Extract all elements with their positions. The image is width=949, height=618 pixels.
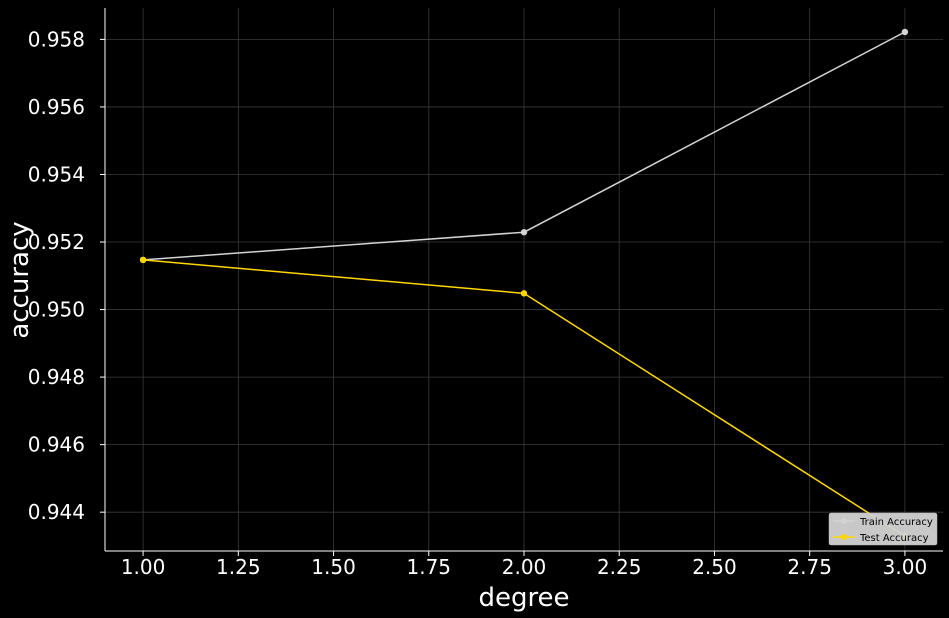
legend: Train Accuracy Test Accuracy (828, 512, 938, 546)
data-point (520, 290, 528, 297)
legend-label-train: Train Accuracy (859, 517, 933, 528)
legend-label-test: Test Accuracy (859, 533, 929, 544)
y-tick-label: 0.958 (28, 27, 85, 51)
y-tick-label: 0.950 (28, 298, 85, 322)
x-tick-label: 1.25 (216, 555, 261, 579)
legend-box (828, 512, 938, 546)
y-tick-label: 0.952 (28, 230, 85, 254)
y-tick-label: 0.948 (28, 365, 85, 389)
y-tick-label: 0.946 (28, 433, 85, 457)
y-tick-label: 0.956 (28, 95, 85, 119)
x-tick-label: 3.00 (883, 555, 928, 579)
x-tick-label: 2.50 (692, 555, 737, 579)
series (139, 28, 909, 540)
legend-marker-train (841, 518, 847, 524)
data-point (139, 256, 147, 264)
y-ticks: 0.944 0.946 0.948 0.950 0.952 0.954 0.956 0.958 (28, 27, 105, 524)
grid-lines (105, 8, 943, 551)
legend-marker-test (841, 534, 847, 540)
x-tick-label: 1.75 (407, 555, 452, 579)
y-tick-label: 0.944 (28, 500, 85, 524)
x-tick-label: 1.00 (121, 555, 166, 579)
data-point (520, 229, 528, 236)
data-point (901, 28, 909, 36)
y-axis-title: accuracy (5, 221, 35, 338)
y-tick-label: 0.954 (28, 162, 85, 186)
x-axis-title: degree (478, 583, 569, 613)
x-tick-label: 2.75 (787, 555, 832, 579)
x-tick-label: 2.25 (597, 555, 642, 579)
x-tick-label: 1.50 (311, 555, 356, 579)
x-tick-label: 2.00 (502, 555, 547, 579)
x-ticks: 1.00 1.25 1.50 1.75 2.00 2.25 2.50 2.75 3.00 (121, 551, 927, 579)
